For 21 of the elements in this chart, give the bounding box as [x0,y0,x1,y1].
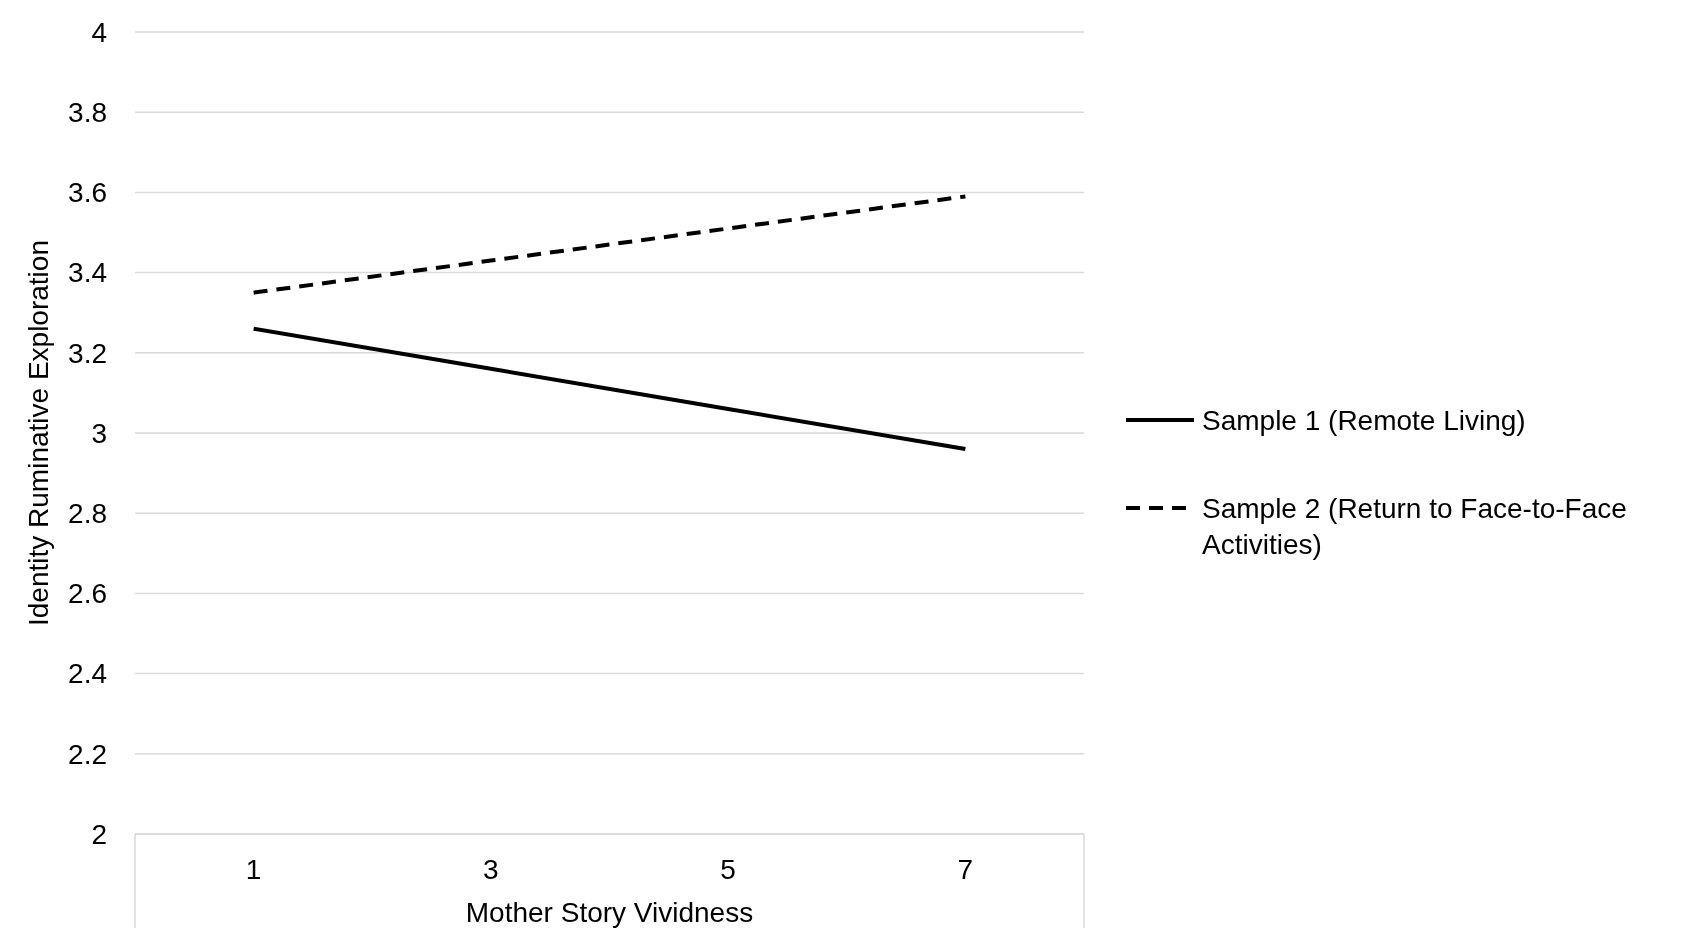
y-tick-label: 4 [91,16,107,48]
x-tick-label: 5 [720,854,736,885]
x-tick-label: 3 [483,854,499,885]
line-series [251,326,968,452]
x-tick-label: 1 [245,854,262,885]
y-tick-label: 3.6 [68,177,107,209]
y-tick-label: 2 [91,818,107,850]
y-tick-label: 3 [91,417,107,449]
y-tick-label: 2.2 [68,738,107,770]
legend-label: Sample 1 (Remote Living) [1202,404,1526,436]
line-series [251,194,968,295]
y-tick-label: 2.8 [68,498,107,529]
y-tick-label: 3.2 [68,337,107,369]
y-tick-label: 2.6 [68,578,107,610]
legend-label: Sample 2 (Return to Face-to-Face Activities) [1202,492,1627,561]
x-axis-title: Mother Story Vividness [465,897,754,928]
x-tick-label: 7 [957,854,974,885]
y-tick-label: 3.8 [68,97,107,128]
y-tick-label: 3.4 [68,257,107,289]
y-tick-label: 2.4 [68,658,107,690]
y-axis-title: Identity Ruminative Exploration [23,240,54,626]
